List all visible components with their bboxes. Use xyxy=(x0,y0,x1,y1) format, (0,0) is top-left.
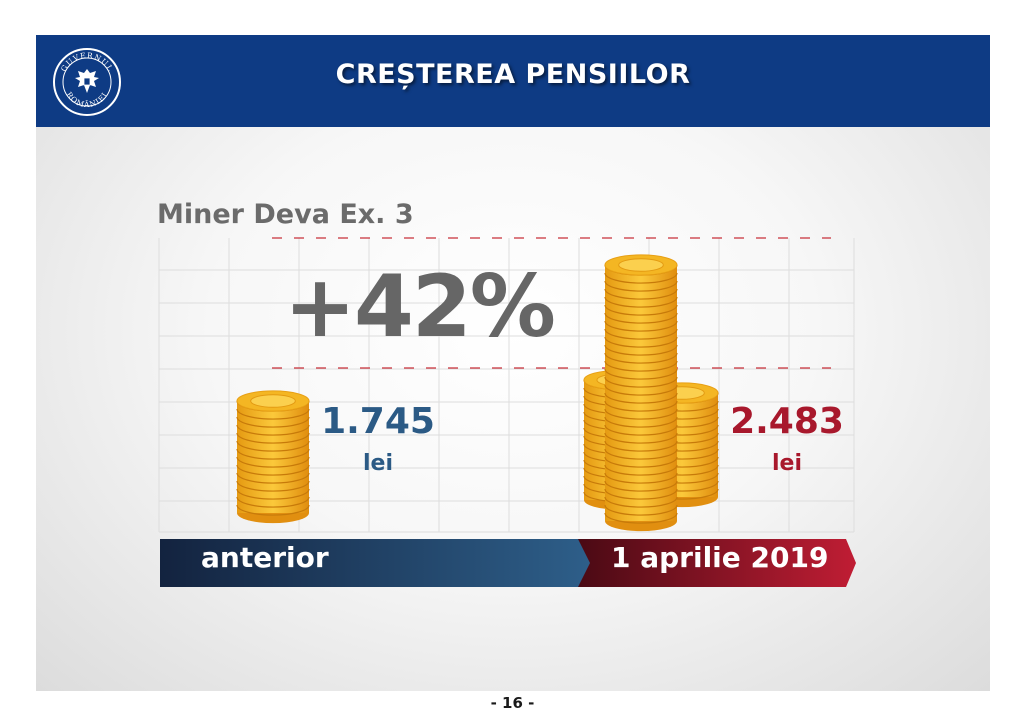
new-date-arrow xyxy=(578,539,856,587)
coin-stacks xyxy=(236,254,719,532)
slide: GUVERNUL ROMÂNIEI CREȘTEREA PENSIILOR Mi… xyxy=(36,35,990,691)
increase-percentage: +42% xyxy=(284,257,556,357)
header-bar: GUVERNUL ROMÂNIEI CREȘTEREA PENSIILOR xyxy=(36,35,990,127)
new-pension-value: 2.483 xyxy=(730,401,844,442)
coin-stack-before xyxy=(236,390,310,524)
page-number: - 16 - xyxy=(490,694,535,712)
coin-stack-after-center xyxy=(604,254,678,532)
new-date-label: 1 aprilie 2019 xyxy=(611,541,829,574)
old-pension-currency: lei xyxy=(362,451,393,476)
chart-subtitle: Miner Deva Ex. 3 xyxy=(157,199,414,230)
page-title: CREȘTEREA PENSIILOR xyxy=(335,59,691,90)
government-emblem-icon: GUVERNUL ROMÂNIEI xyxy=(53,48,121,116)
old-pension-value: 1.745 xyxy=(321,401,435,442)
new-pension-currency: lei xyxy=(771,451,802,476)
anterior-arrow xyxy=(160,539,594,587)
comparison-graphic xyxy=(158,237,856,587)
background-grid xyxy=(158,238,855,533)
anterior-label: anterior xyxy=(201,541,329,574)
